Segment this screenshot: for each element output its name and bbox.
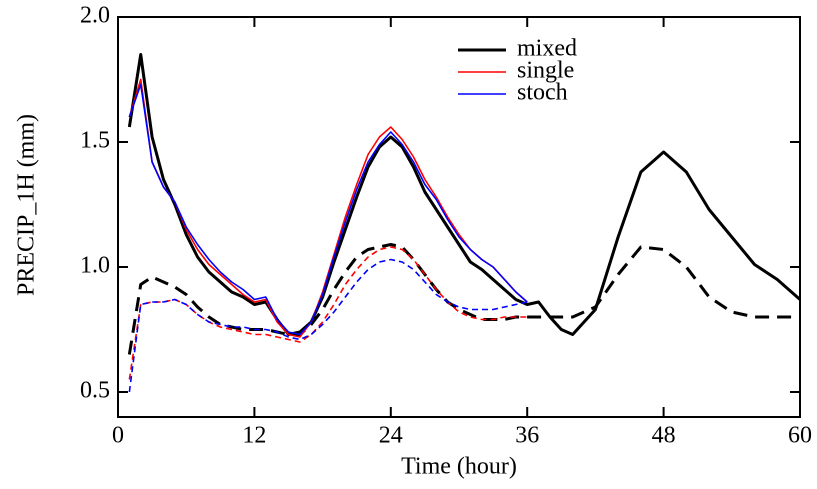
dashed-line [128,246,528,380]
x-axis-label: Time (hour) [401,454,517,480]
x-tick-label: 48 [652,423,676,449]
y-tick-label: 0.5 [80,378,110,404]
plot-frame [117,16,801,418]
dashed-line [128,258,528,393]
x-tick-label: 12 [242,423,266,449]
line [127,53,801,336]
y-tick-label: 1.5 [80,128,110,154]
line [128,83,528,336]
legend-label: single [517,58,574,84]
dashed-line [127,243,800,355]
legend-label: stoch [517,80,568,106]
y-tick-label: 1.0 [80,253,110,279]
x-tick-label: 36 [515,423,539,449]
y-axis-label: PRECIP_1H (mm) [14,114,40,296]
legend-label: mixed [517,36,577,62]
x-tick-label: 60 [788,423,812,449]
x-tick-label: 0 [112,423,124,449]
y-tick-label: 2.0 [80,3,110,29]
x-tick-label: 24 [379,423,403,449]
